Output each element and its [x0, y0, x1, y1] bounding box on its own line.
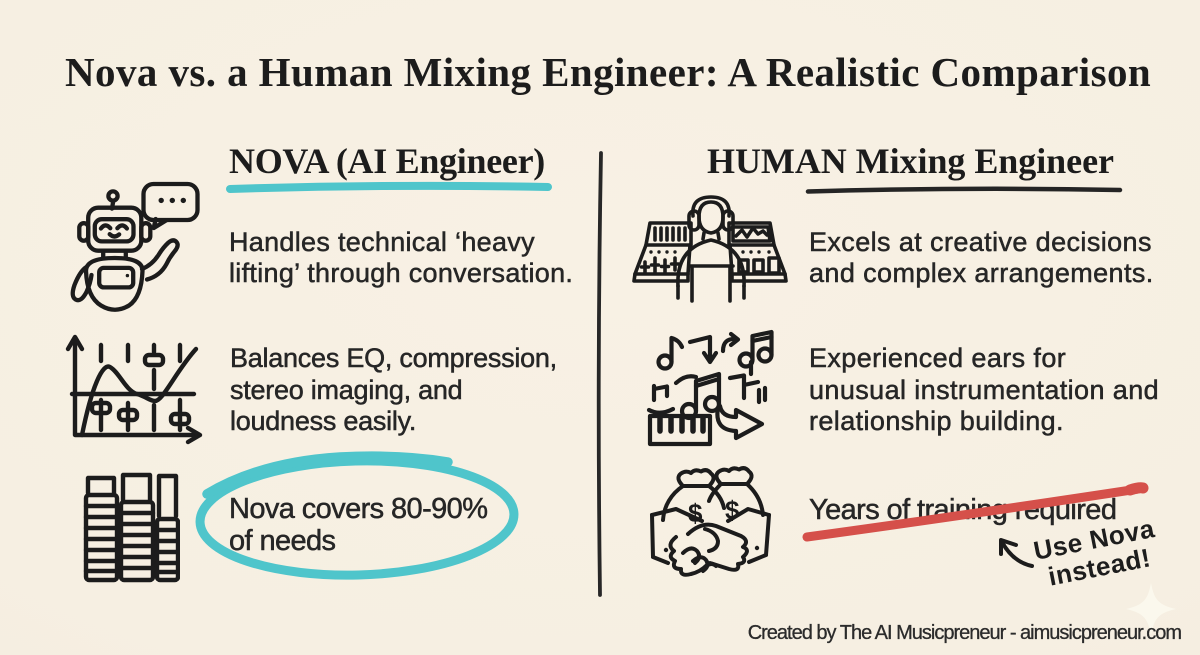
svg-text:$: $	[688, 498, 703, 528]
